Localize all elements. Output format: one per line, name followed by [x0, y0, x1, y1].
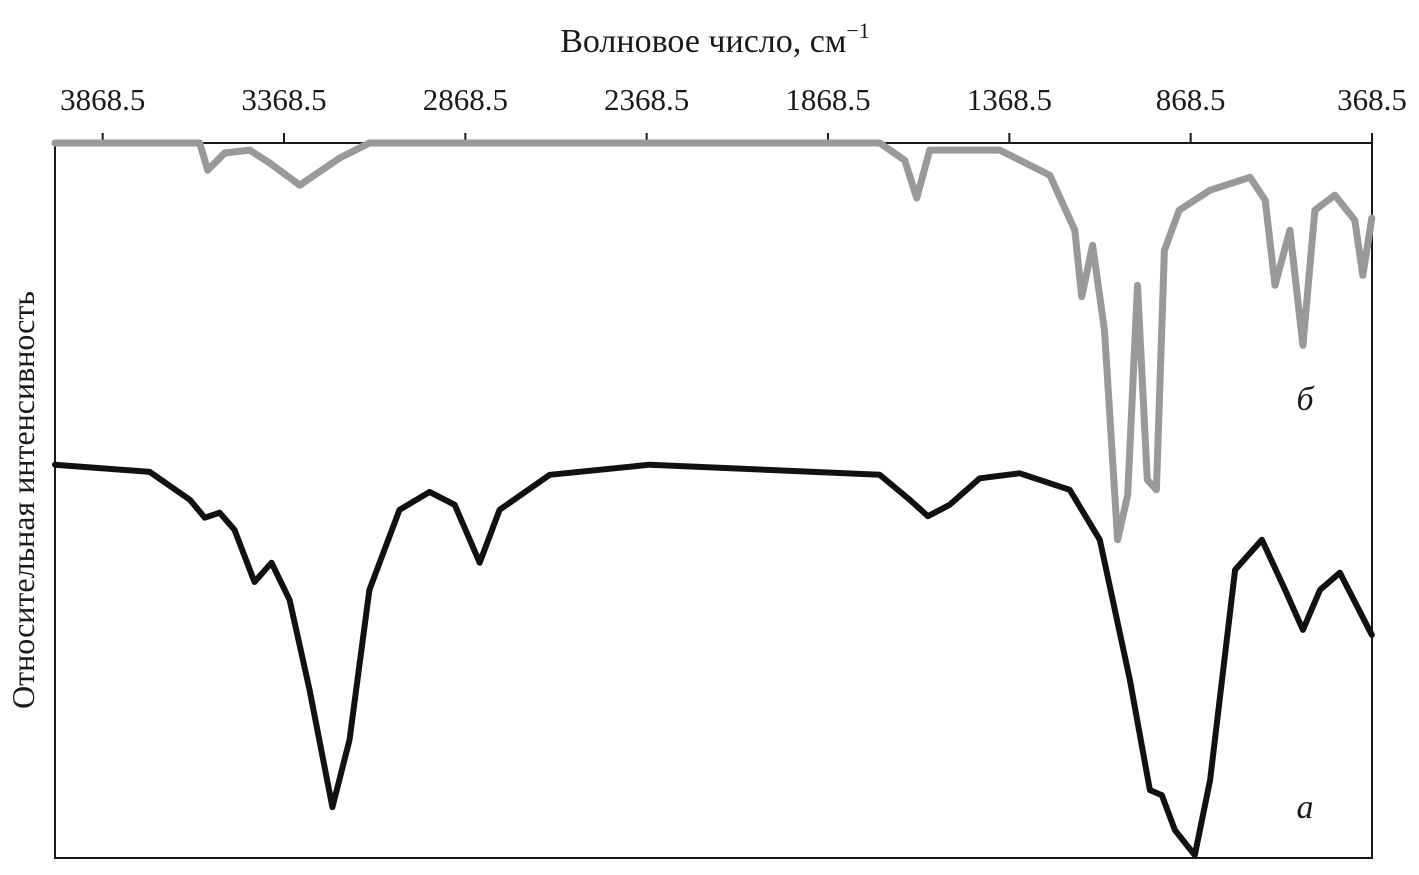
x-tick-label: 368.5	[1337, 82, 1407, 117]
series-label: а	[1297, 789, 1314, 826]
y-axis-title: Относительная интенсивность	[5, 291, 41, 709]
x-axis-title: Волновое число, см−1	[560, 18, 870, 60]
x-tick-label: 1868.5	[785, 82, 870, 117]
x-axis-title-superscript: −1	[846, 18, 869, 43]
x-tick-label: 868.5	[1156, 82, 1226, 117]
x-tick-label: 1368.5	[967, 82, 1052, 117]
series-line	[52, 461, 1375, 859]
series-line	[51, 139, 1376, 544]
x-tick-label: 2868.5	[423, 82, 508, 117]
x-tick-label: 3368.5	[241, 82, 326, 117]
x-tick-label: 3868.5	[60, 82, 145, 117]
x-axis-title-text: Волновое число, см	[560, 23, 846, 60]
x-tick-label: 2368.5	[604, 82, 689, 117]
series-label: б	[1296, 381, 1315, 418]
plot-frame	[54, 142, 1373, 859]
